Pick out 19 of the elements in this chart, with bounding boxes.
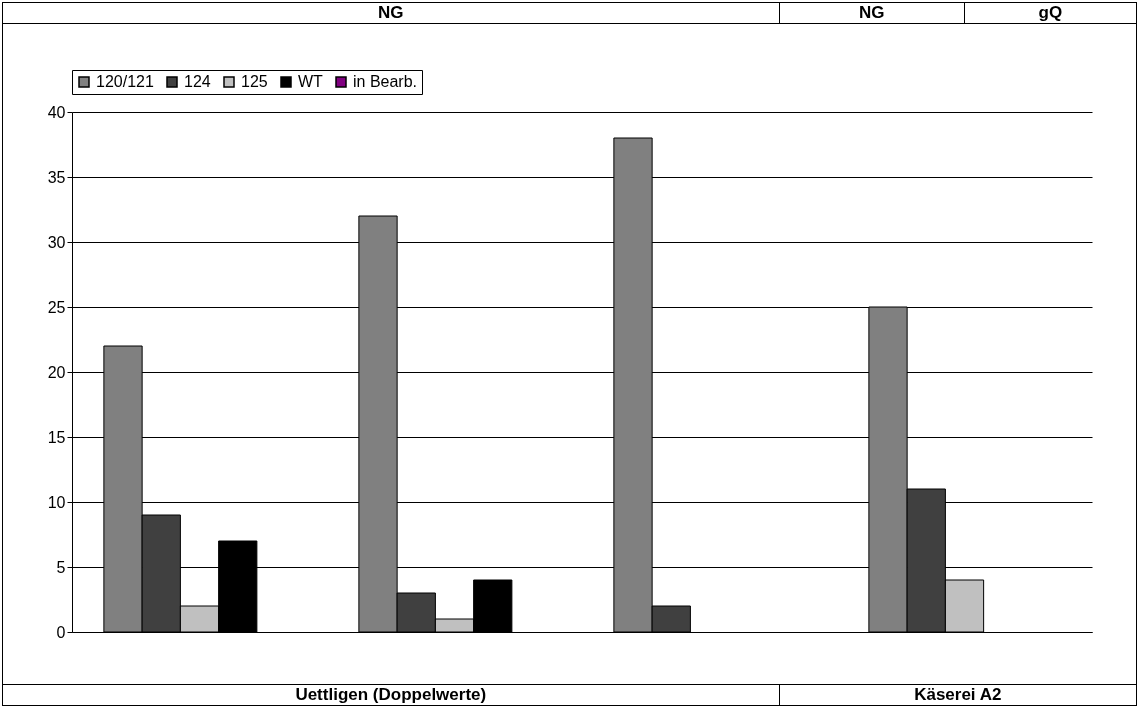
y-tick-label: 20: [47, 363, 66, 380]
text: gQ: [964, 2, 1137, 24]
y-tick-label: 35: [47, 168, 66, 185]
y-tick-label: 40: [47, 103, 66, 120]
y-tick-label: 0: [56, 623, 66, 640]
y-tick-label: 30: [47, 233, 66, 250]
text: Uettligen (Doppelwerte): [2, 684, 780, 706]
y-tick-label: 5: [56, 558, 66, 575]
legend-label: WT: [298, 72, 324, 90]
legend-label: 120/121: [96, 72, 154, 90]
y-tick-label: 15: [47, 428, 66, 445]
legend-label: in Bearb.: [353, 72, 418, 90]
text: Käserei A2: [779, 684, 1137, 706]
text: NG: [779, 2, 965, 24]
y-tick-label: 25: [47, 298, 66, 315]
y-tick-label: 10: [47, 493, 66, 510]
text: NG: [2, 2, 780, 24]
legend-label: 125: [241, 72, 268, 90]
legend-label: 124: [184, 72, 211, 90]
